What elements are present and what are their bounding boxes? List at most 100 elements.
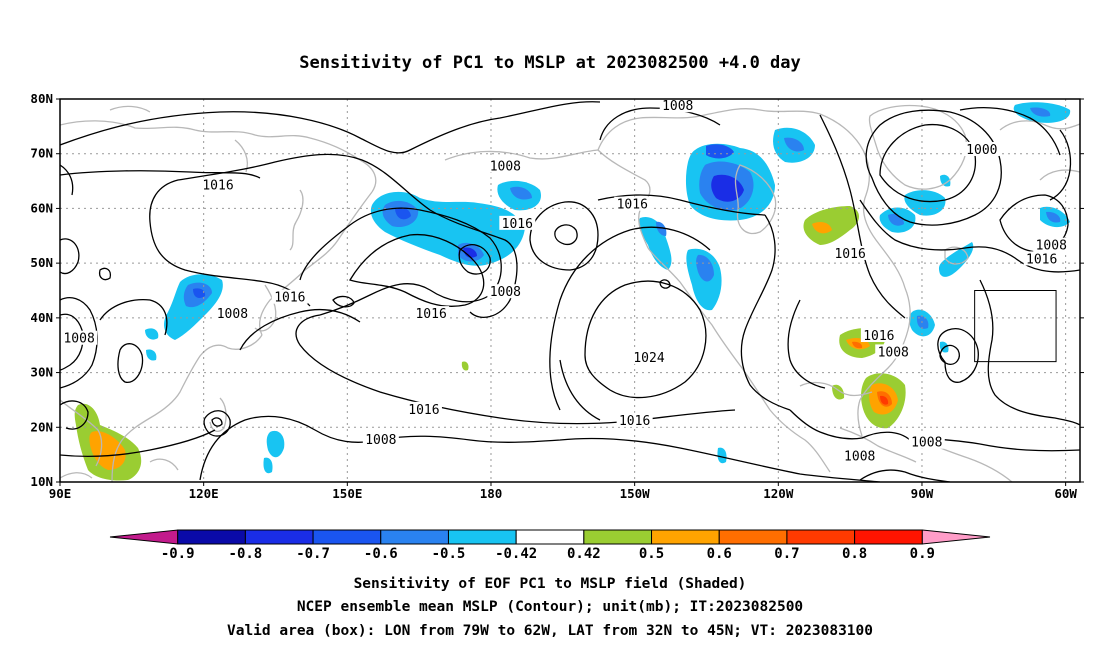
mslp-contour [859, 199, 1080, 273]
colorbar-label: 0.6 [707, 546, 732, 562]
colorbar-label: -0.5 [432, 546, 466, 562]
contour-label-bg [1023, 251, 1060, 266]
coastline [1039, 169, 1080, 181]
coastline [209, 397, 227, 433]
contour-label-bg [200, 177, 237, 192]
shade-negative-region [510, 186, 532, 200]
contour-label-bg [631, 349, 668, 364]
coastlines [60, 104, 1080, 482]
contour-label: 1016 [502, 217, 533, 232]
mslp-contour [60, 313, 84, 371]
lon-tick-label: 180 [480, 486, 503, 501]
contour-label-bg [61, 330, 98, 345]
colorbar-swatch [651, 529, 720, 545]
mslp-contour [332, 295, 355, 308]
footer-line-1: Sensitivity of EOF PC1 to MSLP field (Sh… [354, 576, 747, 592]
coastline [839, 427, 917, 463]
coastline [647, 247, 771, 411]
contour-label-bg [875, 344, 912, 359]
shade-negative-region [717, 447, 727, 464]
mslp-contour [599, 107, 721, 141]
contour-label: 1008 [878, 345, 909, 360]
colorbar-label: 0.42 [567, 546, 601, 562]
contour-label-bg [616, 412, 653, 427]
contour-label: 1024 [633, 351, 664, 366]
shade-negative-region [193, 288, 206, 298]
contour-label: 1016 [619, 414, 650, 429]
contour-label: 1016 [834, 247, 865, 262]
coastline [111, 334, 263, 482]
contour-label-bg [405, 401, 442, 416]
lon-tick-label: 120E [189, 486, 219, 501]
mslp-contour [211, 417, 223, 427]
coastline [258, 191, 373, 336]
shade-negative-region [263, 457, 273, 474]
colorbar-label: -0.8 [229, 546, 263, 562]
mslp-contour [60, 170, 261, 179]
colorbar-swatch [177, 529, 246, 545]
contour-label-bg [908, 434, 945, 449]
shade-negative-region [940, 174, 951, 187]
mslp-contour [937, 328, 979, 383]
shade-negative-region [904, 190, 946, 216]
colorbar-swatch [921, 529, 991, 545]
mslp-contour [740, 214, 791, 411]
contour-label: 1008 [844, 449, 875, 464]
contour-label: 1016 [408, 403, 439, 418]
contour-label: 1008 [1036, 239, 1067, 254]
coastline [999, 120, 1080, 131]
lon-tick-label: 90W [911, 486, 934, 501]
contour-label: 1008 [490, 285, 521, 300]
mslp-contour [819, 114, 906, 319]
sensitivity-shading [74, 102, 1071, 481]
mslp-contour [999, 194, 1069, 253]
colorbar-swatch [515, 529, 585, 545]
shade-negative-region [916, 315, 929, 329]
shade-negative-region [1046, 211, 1061, 223]
coastline [769, 409, 831, 473]
plot-area: 1008 1008 1016 1016 1016 1016 1016 1008 1008 1008… [60, 99, 1080, 482]
mslp-contour [60, 429, 216, 458]
mslp-contour [554, 224, 578, 246]
colorbar-label: -0.7 [296, 546, 330, 562]
lat-tick-label: 40N [30, 310, 53, 325]
mslp-contour [787, 299, 826, 389]
colorbar-swatch [109, 529, 179, 545]
colorbar-label: 0.8 [842, 546, 867, 562]
contour-label-bg [499, 215, 536, 230]
colorbar-swatch [380, 529, 449, 545]
mslp-contour [60, 238, 80, 275]
footer-line-3: Valid area (box): LON from 79W to 62W, L… [227, 623, 873, 639]
mslp-contour [865, 109, 1002, 226]
contour-label: 1016 [202, 179, 233, 194]
mslp-contour [1049, 129, 1072, 201]
contour-label: 1008 [490, 159, 521, 174]
contour-label-bg [271, 289, 308, 304]
mslp-contour [99, 299, 168, 336]
coastline [149, 458, 179, 471]
mslp-contour [597, 194, 766, 216]
shade-negative-region [784, 137, 804, 152]
coastline [868, 104, 968, 190]
mslp-contour [349, 233, 485, 307]
mslp-contour [299, 207, 502, 316]
coastline [857, 287, 911, 437]
shade-negative-region [146, 349, 157, 361]
lon-tick-label: 150W [620, 486, 651, 501]
lon-tick-label: 150E [332, 486, 362, 501]
longitude-axis: 90E 120E 150E 180 150W 120W 90W 60W [49, 482, 1077, 501]
mslp-contour [979, 279, 1080, 426]
lat-tick-label: 60N [30, 200, 53, 215]
mslp-contour [149, 221, 311, 307]
lon-tick-label: 120W [763, 486, 794, 501]
contour-label: 1008 [365, 433, 396, 448]
coastline [734, 164, 777, 235]
lat-tick-label: 30N [30, 365, 53, 380]
lat-tick-label: 80N [30, 91, 53, 106]
shade-negative-region [706, 144, 734, 159]
shade-negative-region [145, 328, 159, 340]
contour-label-bg [413, 306, 450, 321]
shade-positive-region [461, 361, 469, 371]
shade-negative-region [395, 207, 411, 220]
